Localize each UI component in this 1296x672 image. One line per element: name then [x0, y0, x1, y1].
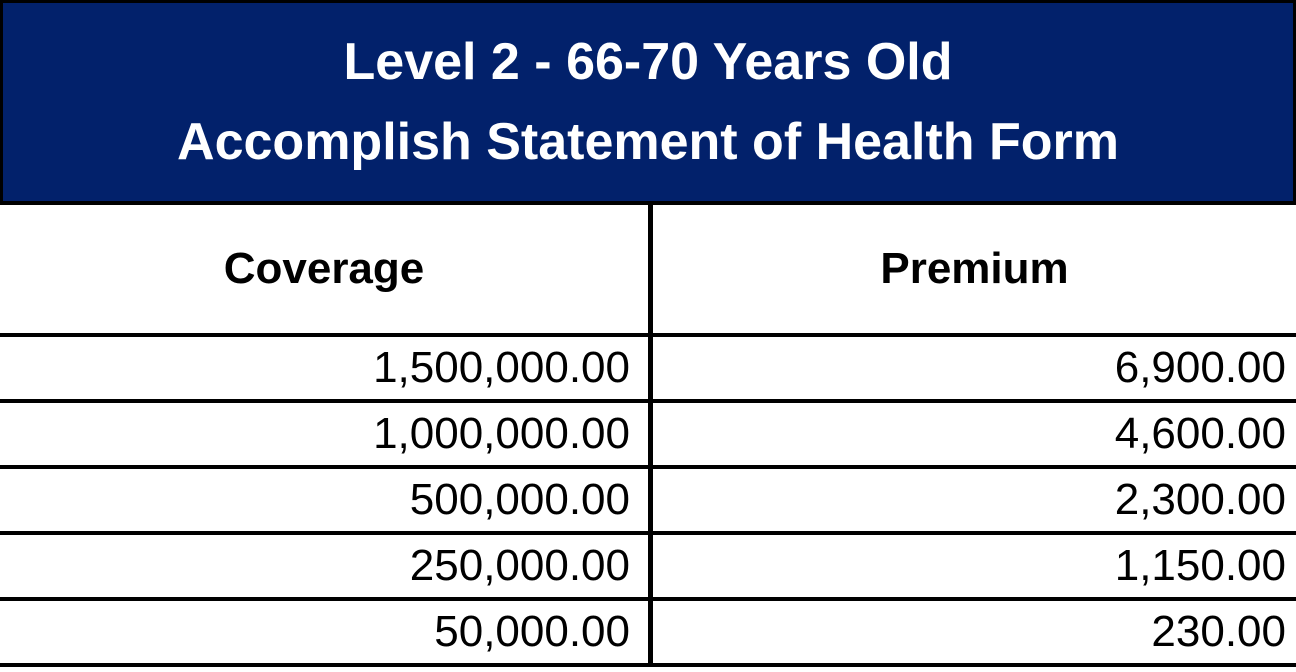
premium-cell: 4,600.00 [1114, 409, 1286, 458]
premium-cell: 230.00 [1151, 607, 1286, 656]
table-header-row: Coverage Premium [0, 205, 1296, 337]
column-header-coverage: Coverage [0, 205, 653, 333]
premium-cell: 6,900.00 [1114, 343, 1286, 392]
coverage-cell: 500,000.00 [0, 469, 653, 531]
premium-cell: 2,300.00 [1114, 475, 1286, 524]
premium-cell: 1,150.00 [1114, 541, 1286, 590]
coverage-cell: 50,000.00 [0, 601, 653, 663]
title-banner: Level 2 - 66-70 Years Old Accomplish Sta… [0, 0, 1296, 205]
title-line-1: Level 2 - 66-70 Years Old [343, 33, 953, 91]
table-row: 250,000.00 1,150.00 [0, 535, 1296, 601]
coverage-cell: 1,000,000.00 [0, 403, 653, 465]
coverage-cell: 1,500,000.00 [0, 337, 653, 399]
title-line-2: Accomplish Statement of Health Form [177, 113, 1119, 171]
coverage-cell: 250,000.00 [0, 535, 653, 597]
table-row: 500,000.00 2,300.00 [0, 469, 1296, 535]
table-row: 50,000.00 230.00 [0, 601, 1296, 667]
column-header-premium: Premium [880, 244, 1069, 293]
table-row: 1,000,000.00 4,600.00 [0, 403, 1296, 469]
table-row: 1,500,000.00 6,900.00 [0, 337, 1296, 403]
